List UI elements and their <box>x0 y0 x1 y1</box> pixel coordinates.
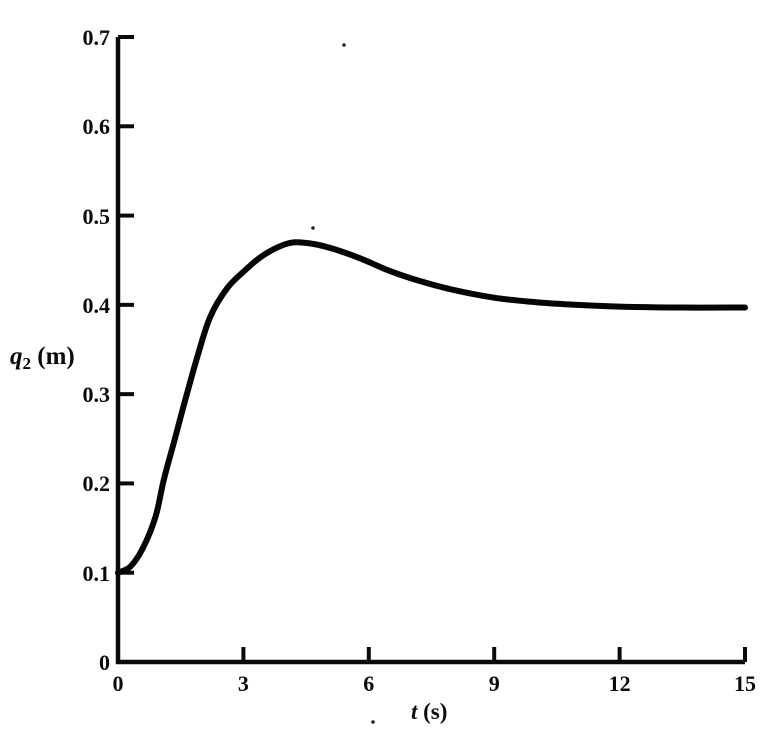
y-tick-label: 0.7 <box>82 25 111 50</box>
y-axis-variable: q <box>10 343 23 370</box>
x-axis-label: t (s) <box>411 699 447 725</box>
axes-spines <box>115 37 745 665</box>
x-tick-label: 0 <box>112 671 124 696</box>
scan-speck <box>311 226 315 230</box>
y-tick-label: 0.1 <box>82 560 111 586</box>
y-tick-label: 0.4 <box>82 292 111 318</box>
scan-speck <box>342 43 346 47</box>
x-tick-label: 3 <box>237 671 249 696</box>
x-tick-label: 9 <box>488 671 500 696</box>
x-axis-variable: t <box>411 699 418 724</box>
y-tick-label: 0 <box>99 650 110 675</box>
y-axis-unit: (m) <box>37 343 75 370</box>
y-tick-label: 0.5 <box>82 203 111 229</box>
x-tick-label: 15 <box>734 671 756 696</box>
x-tick-label: 6 <box>363 671 375 696</box>
y-tick-label: 0.6 <box>82 114 111 140</box>
x-tick-label: 12 <box>608 671 631 696</box>
y-tick-label: 0.2 <box>82 471 111 497</box>
y-axis-label: q2 (m) <box>10 343 75 373</box>
y-axis-subscript: 2 <box>22 354 32 373</box>
x-axis-unit: (s) <box>423 699 448 724</box>
scan-speck <box>371 720 375 724</box>
y-tick-label: 0.3 <box>82 382 111 408</box>
response-curve <box>115 239 748 576</box>
